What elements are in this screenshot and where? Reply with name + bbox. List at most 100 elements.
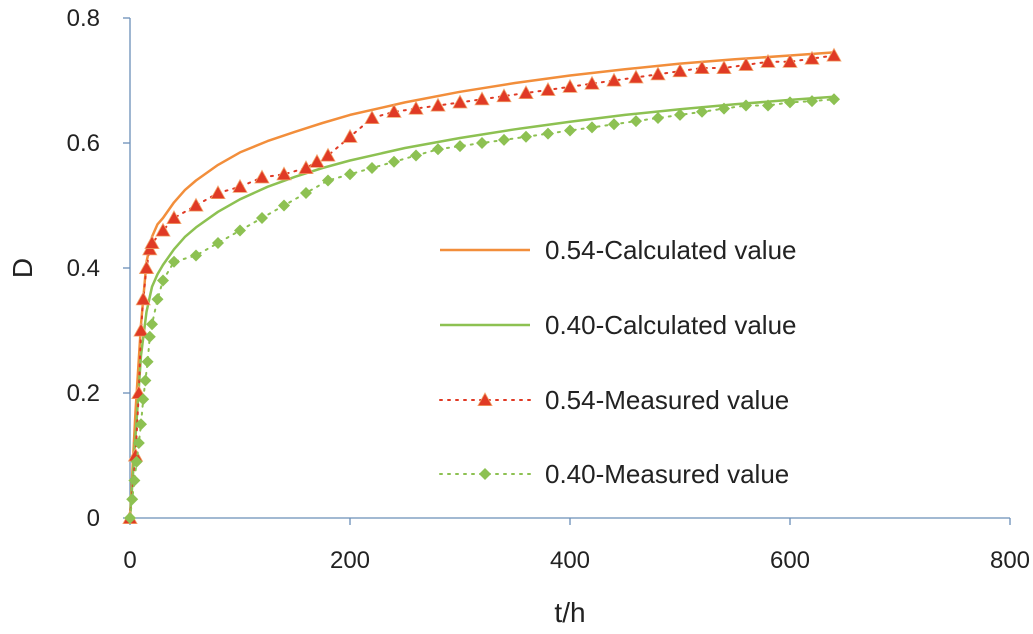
data-point	[188, 197, 204, 212]
data-point	[234, 224, 246, 237]
data-point	[388, 155, 400, 168]
data-point	[674, 108, 686, 121]
data-point	[738, 57, 754, 71]
data-point	[608, 118, 620, 131]
legend-label: 0.54-Measured value	[545, 385, 789, 415]
y-tick-label: 0.2	[67, 380, 100, 407]
data-point	[276, 166, 292, 181]
series-2	[122, 47, 842, 524]
data-point	[278, 199, 290, 212]
data-point	[344, 168, 356, 181]
data-point	[628, 69, 644, 84]
x-tick-label: 600	[770, 547, 810, 574]
x-tick-label: 800	[990, 547, 1030, 574]
data-point	[320, 147, 336, 162]
data-point	[135, 418, 147, 431]
data-point	[498, 133, 510, 146]
data-point	[133, 322, 149, 337]
y-tick-label: 0.6	[67, 130, 100, 157]
legend-swatch-marker	[479, 468, 491, 480]
data-point	[762, 99, 774, 112]
data-point	[143, 330, 156, 343]
legend-item: 0.40-Calculated value	[440, 310, 797, 340]
data-point	[518, 85, 534, 99]
y-tick-label: 0.4	[67, 255, 100, 282]
series-layer	[122, 47, 842, 524]
data-point	[254, 169, 270, 184]
data-point	[212, 237, 224, 249]
x-axis-title: t/h	[554, 597, 585, 628]
x-tick-label: 0	[123, 547, 136, 574]
data-point	[564, 124, 576, 137]
data-point	[298, 160, 314, 175]
y-axis-title: D	[7, 258, 38, 278]
data-point	[410, 149, 422, 162]
legend-item: 0.40-Measured value	[439, 459, 789, 489]
data-point	[366, 162, 378, 174]
legend-label: 0.40-Measured value	[545, 459, 789, 489]
data-point	[135, 291, 151, 306]
y-tick-label: 0	[87, 505, 100, 532]
data-point	[386, 103, 402, 118]
legend-label: 0.40-Calculated value	[545, 310, 797, 340]
data-point	[232, 178, 248, 193]
series-line	[128, 95, 835, 519]
data-point	[309, 153, 325, 168]
data-point	[141, 355, 154, 368]
data-point	[364, 110, 380, 124]
legend-item: 0.54-Measured value	[439, 385, 789, 415]
series-dotted-line	[129, 98, 835, 519]
legend-swatch-marker	[477, 392, 493, 407]
data-point	[630, 115, 642, 128]
y-tick-label: 0.8	[67, 5, 100, 32]
data-point	[694, 60, 710, 74]
data-point	[806, 95, 818, 108]
series-dotted-line	[129, 54, 835, 519]
data-point	[166, 210, 182, 225]
data-point	[540, 82, 556, 96]
axes: 0 200 400 600 800 0 0.2 0.4 0.6 0.8	[67, 5, 1030, 574]
series-3	[124, 93, 840, 524]
data-point	[155, 222, 171, 237]
legend-label: 0.54-Calculated value	[545, 235, 797, 265]
data-point	[672, 63, 688, 78]
legend: 0.54-Calculated value 0.40-Calculated val…	[439, 235, 797, 489]
data-point	[562, 78, 578, 93]
data-point	[784, 96, 796, 109]
data-point	[650, 66, 666, 81]
data-point	[452, 94, 468, 109]
data-point	[210, 185, 226, 200]
data-point	[137, 393, 150, 406]
data-point	[132, 437, 145, 449]
data-point	[454, 140, 466, 153]
data-point	[826, 47, 842, 62]
data-point	[782, 53, 798, 68]
data-point	[430, 97, 446, 112]
data-point	[760, 53, 776, 68]
data-point	[128, 474, 141, 487]
data-point	[828, 93, 840, 106]
data-point	[408, 100, 424, 115]
data-point	[256, 212, 268, 224]
data-point	[300, 187, 312, 199]
data-point	[342, 128, 358, 143]
data-point	[126, 493, 139, 506]
data-point	[146, 318, 158, 331]
data-point	[740, 99, 752, 112]
series-line	[128, 51, 835, 519]
x-tick-label: 200	[330, 547, 370, 574]
data-point	[496, 88, 512, 103]
data-point	[322, 174, 334, 187]
data-point	[804, 50, 820, 65]
data-point	[124, 512, 136, 524]
data-point	[718, 102, 730, 115]
x-tick-label: 400	[550, 547, 590, 574]
data-point	[474, 91, 490, 106]
data-point	[130, 455, 143, 468]
data-point	[696, 105, 708, 118]
data-point	[138, 260, 155, 275]
legend-item: 0.54-Calculated value	[440, 235, 797, 265]
series-1	[128, 95, 835, 519]
series-0	[128, 51, 835, 519]
